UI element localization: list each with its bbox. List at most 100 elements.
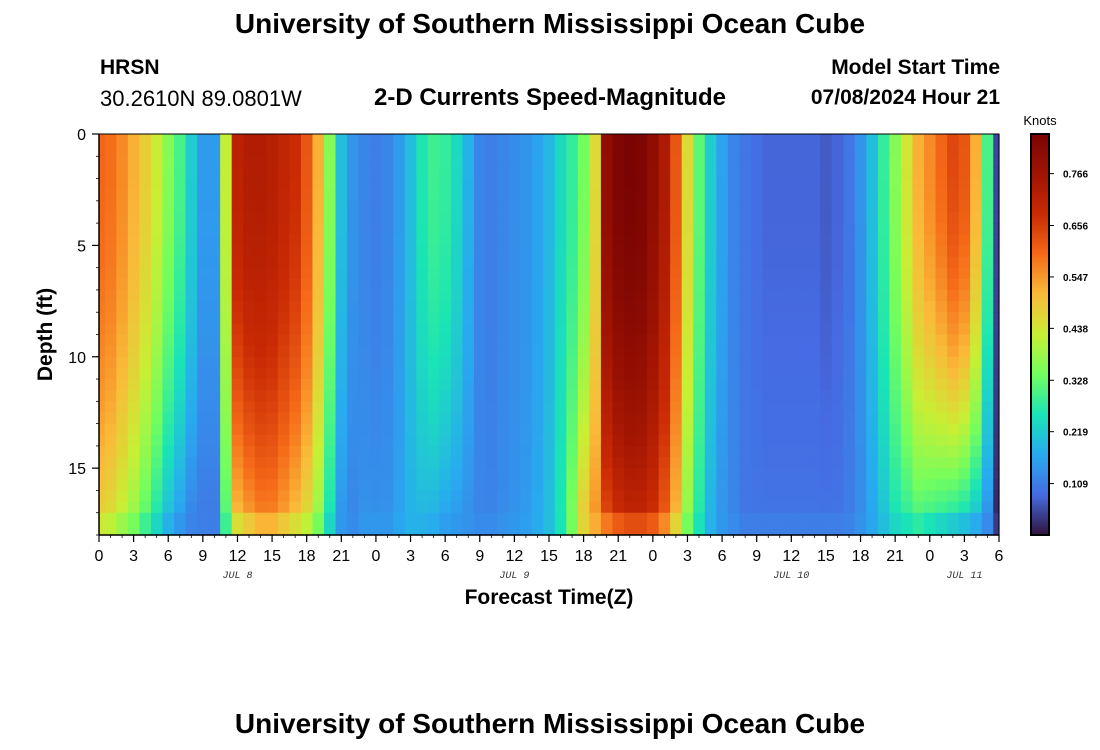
heatmap-cell (485, 445, 498, 458)
heatmap-cell (427, 479, 440, 492)
heatmap-cell (393, 134, 406, 146)
heatmap-cell (416, 468, 429, 480)
heatmap-cell (762, 501, 775, 514)
heatmap-cell (393, 301, 406, 313)
heatmap-cell (693, 312, 706, 324)
heatmap-cell (439, 301, 452, 313)
heatmap-cell (277, 211, 290, 224)
heatmap-cell (589, 200, 602, 213)
heatmap-cell (427, 278, 440, 291)
heatmap-cell (785, 379, 798, 391)
heatmap-cell (762, 156, 775, 169)
heatmap-cell (427, 445, 440, 458)
heatmap-cell (866, 312, 879, 324)
heatmap-cell (462, 468, 475, 480)
x-tick-label: 3 (683, 548, 692, 565)
heatmap-cell (220, 390, 233, 402)
heatmap-cell (624, 390, 637, 402)
heatmap-cell (312, 334, 325, 347)
heatmap-cell (993, 267, 1000, 280)
heatmap-cell (739, 512, 752, 525)
heatmap-cell (243, 345, 256, 358)
heatmap-cell (843, 367, 856, 380)
heatmap-cell (693, 278, 706, 291)
heatmap-cell (612, 256, 625, 269)
heatmap-cell (785, 289, 798, 302)
heatmap-cell (774, 301, 787, 313)
heatmap-cell (139, 390, 152, 402)
heatmap-cell (116, 134, 129, 146)
heatmap-cell (231, 367, 244, 380)
heatmap-cell (289, 145, 302, 157)
heatmap-cell (358, 423, 371, 436)
heatmap-cell (289, 445, 302, 458)
heatmap-cell (335, 379, 348, 391)
heatmap-cell (831, 412, 844, 425)
y-tick-label: 5 (77, 238, 86, 255)
heatmap-cell (450, 445, 464, 458)
heatmap-cell (266, 256, 279, 269)
heatmap-cell (116, 390, 129, 402)
heatmap-cell (347, 189, 360, 202)
heatmap-cell (820, 434, 833, 447)
heatmap-cell (877, 468, 890, 480)
heatmap-cell (658, 189, 671, 202)
heatmap-cell (566, 367, 579, 380)
day-label: JUL 9 (499, 571, 529, 582)
heatmap-cell (658, 445, 671, 458)
heatmap-cell (727, 189, 740, 202)
heatmap-cell (185, 200, 198, 213)
heatmap-cell (924, 267, 937, 280)
heatmap-cell (900, 223, 914, 235)
heatmap-cell (693, 323, 706, 336)
heatmap-cell (958, 390, 971, 402)
heatmap-cell (208, 267, 221, 280)
heatmap-cell (116, 200, 129, 213)
heatmap-cell (266, 156, 279, 169)
heatmap-cell (577, 145, 590, 157)
heatmap-cell (785, 523, 798, 536)
heatmap-cell (254, 468, 267, 480)
heatmap-cell (993, 234, 1000, 246)
heatmap-cell (312, 245, 325, 258)
heatmap-cell (404, 200, 417, 213)
heatmap-cell (439, 457, 452, 469)
heatmap-cell (439, 479, 452, 492)
heatmap-cell (404, 401, 417, 414)
heatmap-cell (693, 211, 706, 224)
heatmap-cell (577, 512, 590, 525)
heatmap-cell (243, 200, 256, 213)
heatmap-cell (589, 278, 602, 291)
heatmap-cell (843, 289, 856, 302)
heatmap-cell (854, 412, 867, 425)
heatmap-cell (127, 334, 140, 347)
heatmap-cell (485, 468, 498, 480)
heatmap-cell (774, 445, 787, 458)
footer-title: University of Southern Mississippi Ocean… (234, 708, 866, 739)
heatmap-cell (324, 468, 337, 480)
heatmap-cell (543, 200, 556, 213)
heatmap-cell (797, 412, 810, 425)
heatmap-cell (404, 512, 417, 525)
heatmap-cell (693, 245, 706, 258)
heatmap-cell (600, 178, 614, 191)
heatmap-cell (820, 412, 833, 425)
heatmap-cell (439, 345, 452, 358)
heatmap-cell (162, 457, 175, 469)
heatmap-cell (497, 167, 510, 180)
heatmap-cell (981, 134, 994, 146)
heatmap-cell (958, 334, 971, 347)
heatmap-cell (208, 512, 221, 525)
heatmap-cell (508, 234, 521, 246)
heatmap-cell (993, 401, 1000, 414)
heatmap-cell (566, 423, 579, 436)
heatmap-cell (531, 501, 544, 514)
heatmap-cell (774, 267, 787, 280)
heatmap-cell (543, 423, 556, 436)
heatmap-cell (197, 234, 210, 246)
heatmap-cell (647, 189, 660, 202)
heatmap-cell (635, 301, 648, 313)
heatmap-cell (162, 490, 175, 503)
heatmap-cell (335, 479, 348, 492)
heatmap-cell (393, 490, 406, 503)
